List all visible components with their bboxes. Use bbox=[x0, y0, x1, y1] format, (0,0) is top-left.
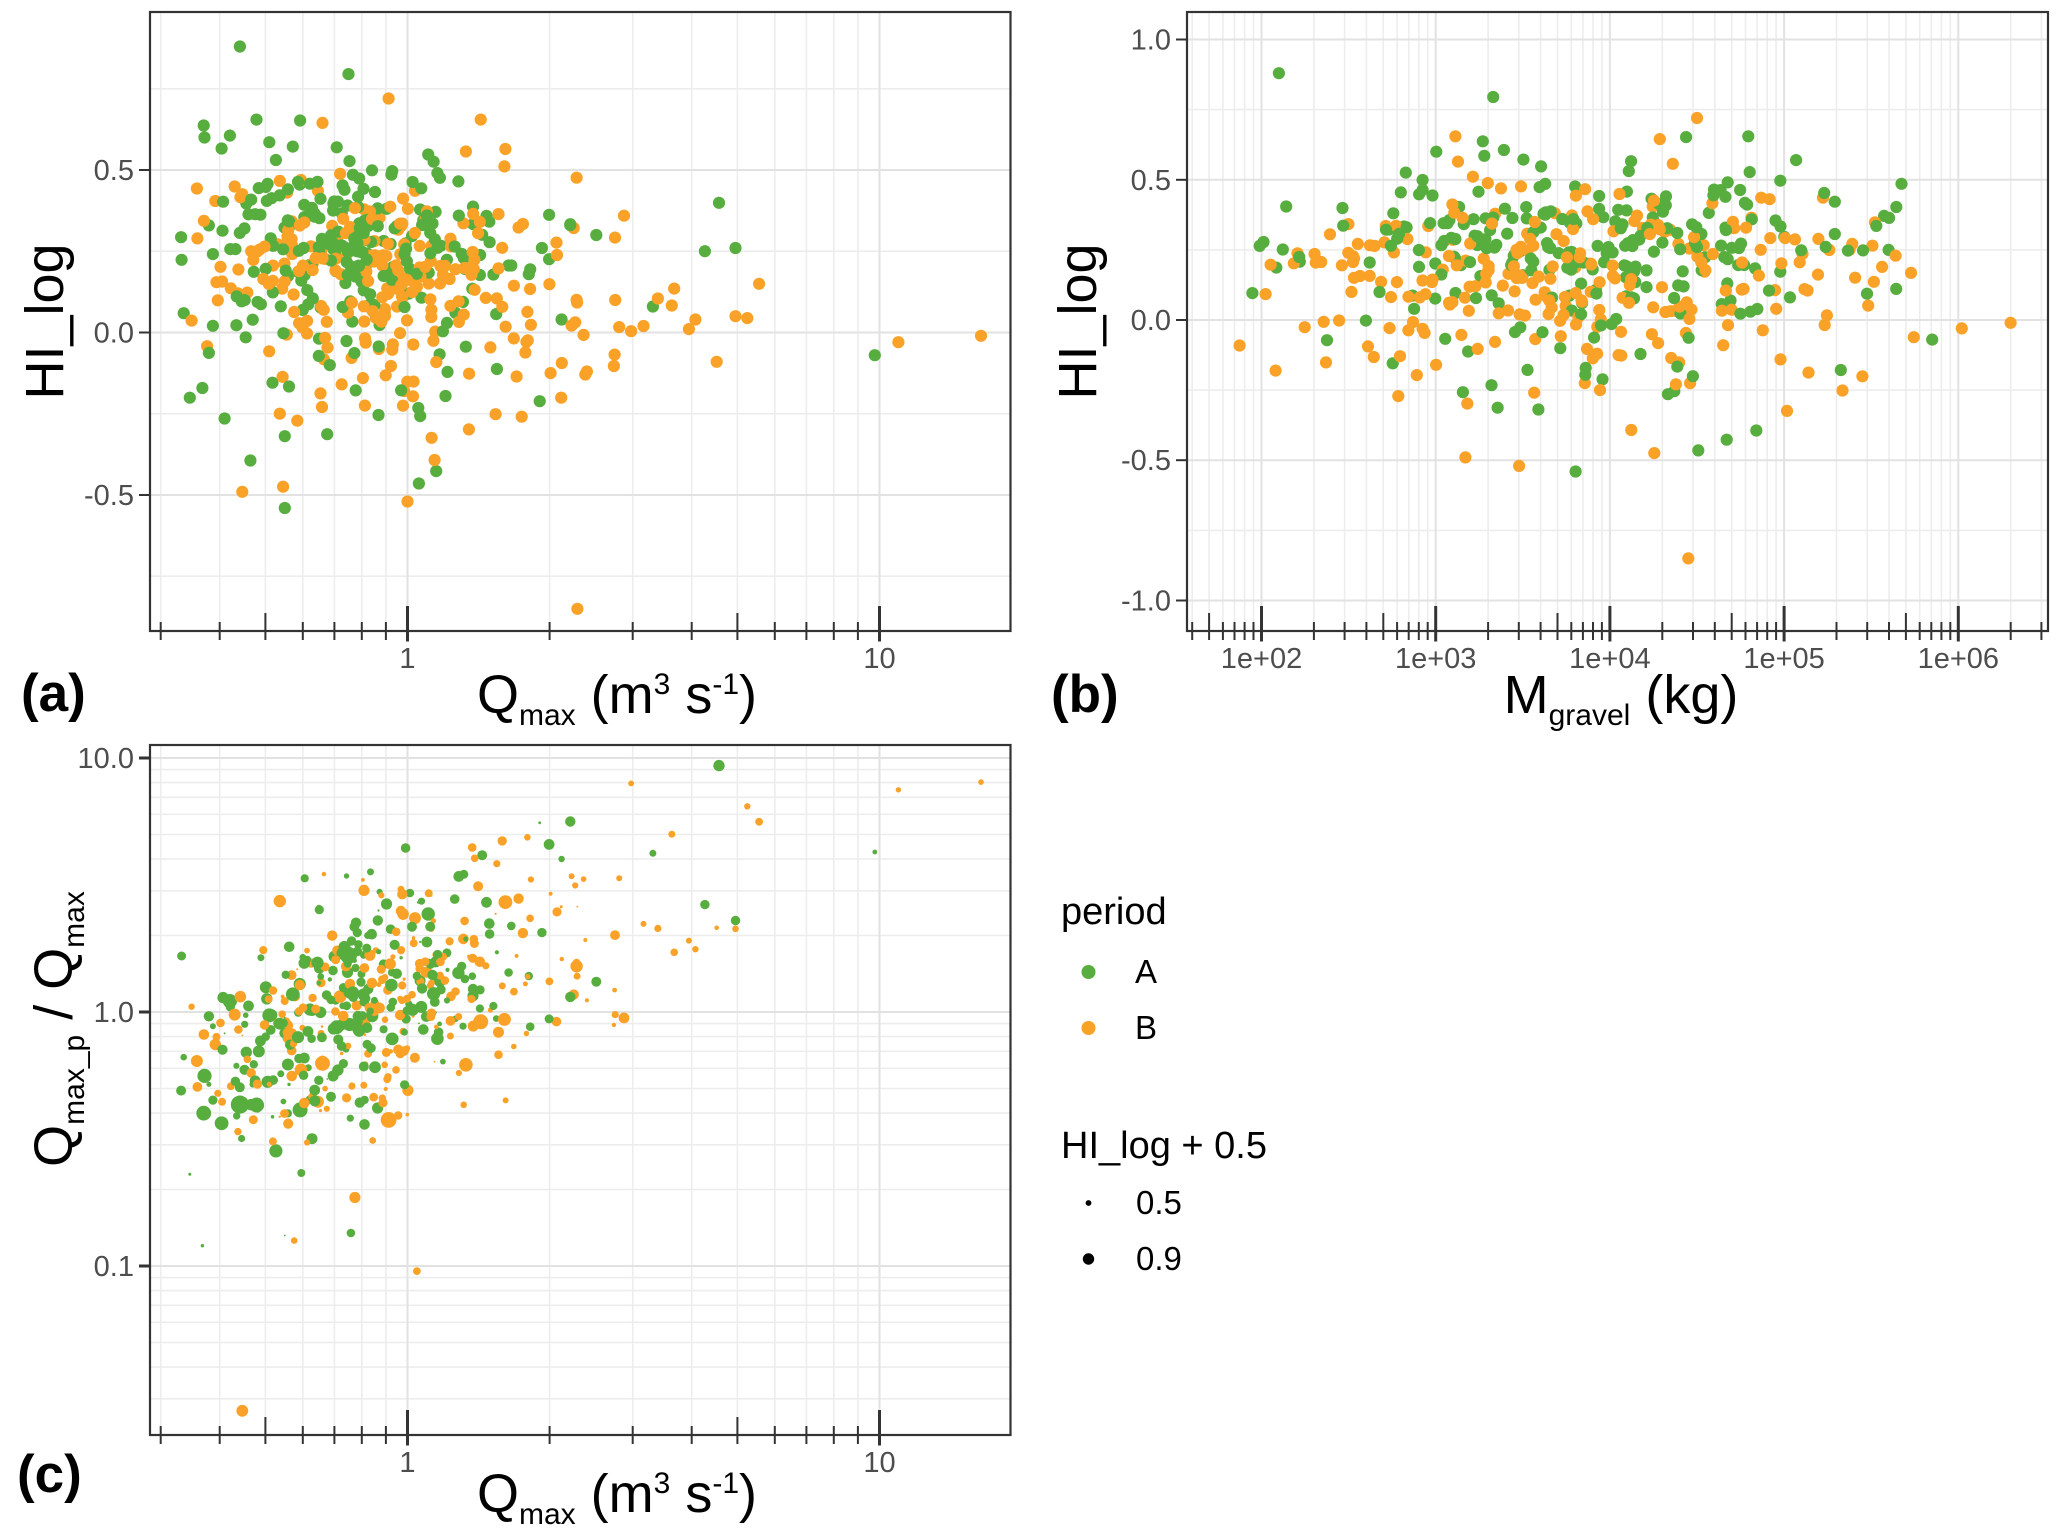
svg-text:HI_log: HI_log bbox=[1048, 243, 1108, 399]
svg-text:1e+06: 1e+06 bbox=[1918, 643, 1999, 675]
svg-text:10.0: 10.0 bbox=[78, 743, 134, 775]
svg-text:1.0: 1.0 bbox=[1131, 25, 1171, 57]
svg-text:-0.5: -0.5 bbox=[1121, 445, 1171, 477]
svg-text:(b): (b) bbox=[1051, 665, 1119, 724]
svg-text:0.5: 0.5 bbox=[1136, 1184, 1182, 1221]
svg-text:1e+02: 1e+02 bbox=[1221, 643, 1302, 675]
svg-text:10: 10 bbox=[863, 1447, 895, 1479]
svg-text:1: 1 bbox=[399, 1447, 415, 1479]
svg-text:0.9: 0.9 bbox=[1136, 1240, 1182, 1277]
svg-text:10: 10 bbox=[863, 643, 895, 675]
svg-text:1e+03: 1e+03 bbox=[1395, 643, 1476, 675]
svg-text:0.0: 0.0 bbox=[1131, 305, 1171, 337]
svg-text:-1.0: -1.0 bbox=[1121, 586, 1171, 618]
svg-text:1.0: 1.0 bbox=[94, 997, 134, 1029]
svg-text:1: 1 bbox=[399, 643, 415, 675]
svg-text:A: A bbox=[1135, 953, 1157, 990]
svg-text:0.0: 0.0 bbox=[94, 318, 134, 350]
svg-text:B: B bbox=[1135, 1009, 1157, 1046]
svg-text:period: period bbox=[1061, 891, 1167, 933]
svg-text:HI_log: HI_log bbox=[15, 243, 75, 399]
svg-text:HI_log + 0.5: HI_log + 0.5 bbox=[1061, 1125, 1267, 1167]
svg-text:Qmax (m3 s-1): Qmax (m3 s-1) bbox=[477, 1464, 757, 1531]
svg-text:1e+05: 1e+05 bbox=[1743, 643, 1824, 675]
svg-text:-0.5: -0.5 bbox=[84, 480, 134, 512]
svg-text:1e+04: 1e+04 bbox=[1569, 643, 1650, 675]
svg-text:0.5: 0.5 bbox=[94, 155, 134, 187]
svg-text:(c): (c) bbox=[17, 1445, 82, 1504]
svg-text:Mgravel (kg): Mgravel (kg) bbox=[1504, 665, 1739, 732]
svg-text:(a): (a) bbox=[21, 664, 86, 723]
svg-text:0.1: 0.1 bbox=[94, 1251, 134, 1283]
svg-text:0.5: 0.5 bbox=[1131, 165, 1171, 197]
